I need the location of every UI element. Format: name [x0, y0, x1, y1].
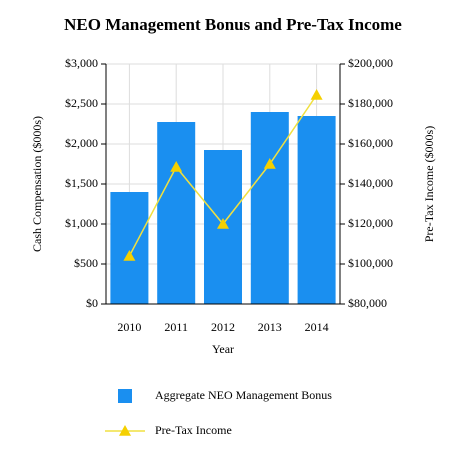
y2-tick-label: $180,000: [348, 96, 393, 110]
y2-tick-label: $100,000: [348, 256, 393, 270]
y2-tick-label: $160,000: [348, 136, 393, 150]
bar: [157, 122, 196, 304]
legend-swatch: [118, 389, 132, 403]
y2-tick-label: $120,000: [348, 216, 393, 230]
legend-label: Pre-Tax Income: [155, 423, 232, 437]
line-marker: [310, 89, 323, 100]
line-marker: [217, 218, 229, 229]
x-tick-label: 2012: [211, 320, 235, 334]
y-tick-label: $500: [74, 256, 98, 270]
y-tick-label: $2,500: [65, 96, 98, 110]
bar: [110, 192, 149, 304]
bar: [297, 116, 336, 304]
line-marker: [123, 250, 136, 261]
y-axis-title: Cash Compensation ($000s): [30, 116, 44, 252]
chart-title: NEO Management Bonus and Pre-Tax Income: [64, 15, 402, 34]
line-marker: [170, 161, 183, 172]
y-tick-label: $3,000: [65, 56, 98, 70]
legend-label: Aggregate NEO Management Bonus: [155, 388, 332, 402]
x-tick-label: 2014: [305, 320, 329, 334]
y-tick-label: $1,500: [65, 176, 98, 190]
x-axis-title: Year: [212, 342, 234, 356]
bar: [250, 112, 289, 304]
y-tick-label: $1,000: [65, 216, 98, 230]
y-tick-label: $0: [86, 296, 98, 310]
y2-tick-label: $80,000: [348, 296, 387, 310]
x-tick-label: 2011: [164, 320, 188, 334]
y2-axis-title: Pre-Tax Income ($000s): [422, 126, 436, 242]
y-tick-label: $2,000: [65, 136, 98, 150]
y2-tick-label: $140,000: [348, 176, 393, 190]
legend-marker: [119, 425, 131, 436]
x-tick-label: 2010: [117, 320, 141, 334]
x-tick-label: 2013: [258, 320, 282, 334]
line-marker: [263, 158, 276, 169]
y2-tick-label: $200,000: [348, 56, 393, 70]
